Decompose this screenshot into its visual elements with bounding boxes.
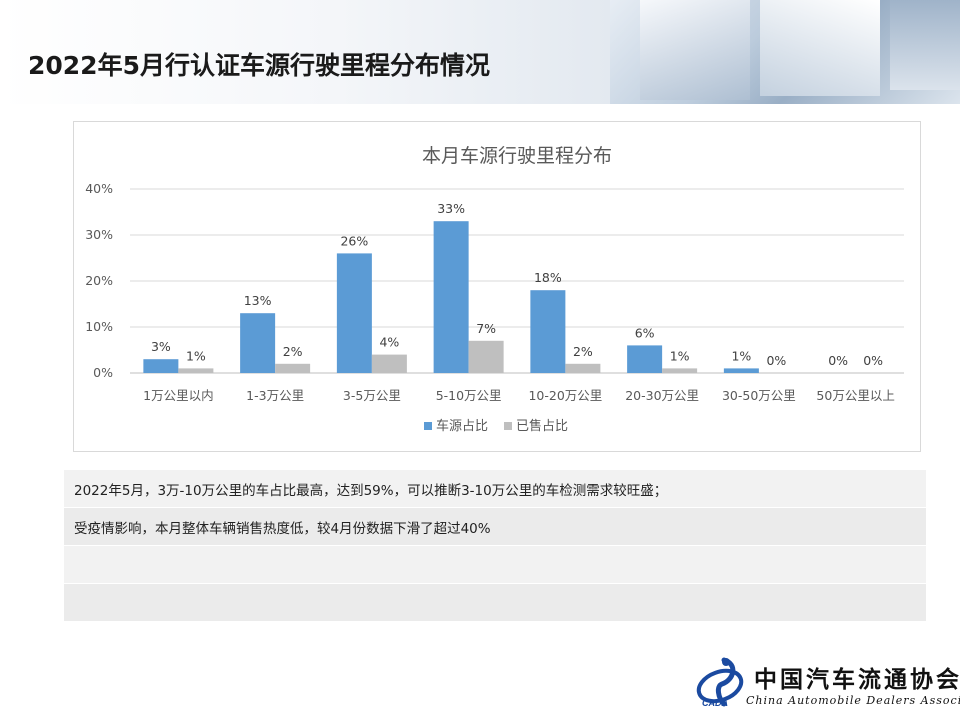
logo-abbr: CADA bbox=[702, 698, 728, 708]
data-label: 3% bbox=[151, 339, 171, 354]
header-cube bbox=[640, 0, 750, 100]
note-text: 受疫情影响，本月整体车辆销售热度低，较4月份数据下滑了超过40% bbox=[74, 520, 491, 537]
x-tick-label: 5-10万公里 bbox=[436, 388, 502, 403]
y-tick-label: 0% bbox=[93, 365, 113, 380]
page-title: 2022年5月行认证车源行驶里程分布情况 bbox=[28, 51, 490, 80]
data-label: 0% bbox=[863, 353, 883, 368]
bar-supply bbox=[336, 253, 372, 373]
data-label: 13% bbox=[244, 293, 272, 308]
legend-swatch bbox=[504, 422, 512, 430]
logo-name-en: China Automobile Dealers Association bbox=[746, 694, 960, 707]
note-row bbox=[64, 546, 926, 584]
note-row bbox=[64, 584, 926, 622]
x-tick-label: 50万公里以上 bbox=[816, 388, 894, 403]
data-label: 33% bbox=[437, 201, 465, 216]
data-label: 1% bbox=[731, 348, 751, 363]
note-row: 2022年5月，3万-10万公里的车占比最高，达到59%，可以推断3-10万公里… bbox=[64, 470, 926, 508]
x-tick-label: 20-30万公里 bbox=[625, 388, 699, 403]
bar-supply bbox=[723, 368, 759, 373]
logo-name-cn: 中国汽车流通协会 bbox=[754, 666, 960, 693]
x-tick-label: 1万公里以内 bbox=[143, 388, 213, 403]
bar-sold bbox=[468, 340, 504, 373]
cada-emblem-icon bbox=[696, 657, 744, 707]
bar-sold bbox=[371, 354, 407, 373]
data-label: 1% bbox=[670, 348, 690, 363]
y-tick-label: 10% bbox=[85, 319, 113, 334]
cada-logo: CADA 中国汽车流通协会 China Automobile Dealers A… bbox=[694, 654, 960, 714]
x-tick-label: 1-3万公里 bbox=[246, 388, 304, 403]
bar-supply bbox=[240, 313, 276, 373]
x-tick-label: 30-50万公里 bbox=[722, 388, 796, 403]
bar-sold bbox=[565, 363, 601, 373]
data-label: 26% bbox=[340, 233, 368, 248]
data-label: 1% bbox=[186, 348, 206, 363]
mileage-distribution-chart: 本月车源行驶里程分布 0% 10% 20% 30% 40% 3% 1% 1万公里以内 13% 2% 1… bbox=[85, 145, 904, 434]
legend-label: 车源占比 bbox=[436, 418, 488, 434]
notes-table: 2022年5月，3万-10万公里的车占比最高，达到59%，可以推断3-10万公里… bbox=[64, 470, 926, 622]
bar-sold bbox=[275, 363, 311, 373]
bar-supply bbox=[530, 290, 566, 373]
y-tick-label: 20% bbox=[85, 273, 113, 288]
note-text: 2022年5月，3万-10万公里的车占比最高，达到59%，可以推断3-10万公里… bbox=[74, 482, 668, 499]
x-tick-label: 10-20万公里 bbox=[528, 388, 602, 403]
bar-sold bbox=[178, 368, 214, 373]
header-banner bbox=[0, 0, 960, 104]
data-label: 6% bbox=[635, 325, 655, 340]
y-tick-label: 40% bbox=[85, 181, 113, 196]
x-tick-label: 3-5万公里 bbox=[343, 388, 401, 403]
legend-swatch bbox=[424, 422, 432, 430]
data-label: 7% bbox=[476, 321, 496, 336]
chart-container: 本月车源行驶里程分布 0% 10% 20% 30% 40% 3% 1% 1万公里以内 13% 2% 1… bbox=[73, 121, 921, 452]
note-row: 受疫情影响，本月整体车辆销售热度低，较4月份数据下滑了超过40% bbox=[64, 508, 926, 546]
legend-label: 已售占比 bbox=[516, 418, 568, 434]
header-cube bbox=[760, 0, 880, 96]
bar-supply bbox=[627, 345, 663, 373]
data-label: 2% bbox=[573, 344, 593, 359]
data-label: 18% bbox=[534, 270, 562, 285]
data-label: 4% bbox=[379, 335, 399, 350]
data-label: 0% bbox=[828, 353, 848, 368]
bar-supply bbox=[433, 221, 469, 373]
y-tick-label: 30% bbox=[85, 227, 113, 242]
data-label: 0% bbox=[766, 353, 786, 368]
header-cube bbox=[890, 0, 960, 90]
bar-sold bbox=[662, 368, 698, 373]
chart-title: 本月车源行驶里程分布 bbox=[422, 145, 612, 167]
bar-supply bbox=[143, 359, 179, 373]
data-label: 2% bbox=[283, 344, 303, 359]
